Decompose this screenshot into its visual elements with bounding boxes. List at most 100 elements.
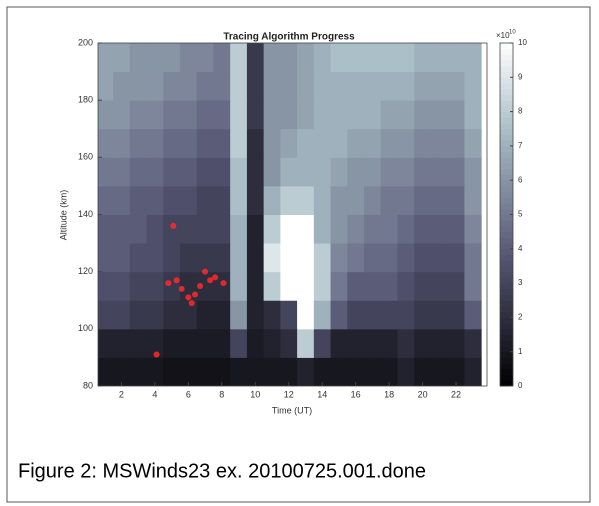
heatmap-cell — [263, 71, 281, 101]
heatmap-cell — [246, 185, 265, 215]
heatmap-cell — [163, 71, 181, 101]
heatmap-cell — [297, 71, 315, 101]
heatmap-cell — [163, 300, 181, 330]
heatmap-cell — [246, 271, 265, 301]
heatmap-cell — [347, 328, 365, 358]
colorbar-step — [500, 60, 513, 67]
heatmap-cell — [313, 214, 332, 244]
heatmap-cell — [213, 100, 231, 130]
heatmap-cell — [414, 71, 432, 101]
heatmap-cell — [347, 185, 365, 215]
heatmap — [98, 43, 482, 386]
heatmap-cell — [129, 71, 148, 101]
colorbar-step — [500, 88, 513, 95]
colorbar-step — [500, 185, 513, 193]
colorbar-step — [500, 248, 513, 256]
heatmap-cell — [213, 185, 231, 215]
colorbar-step — [500, 54, 513, 61]
colorbar-step — [500, 100, 513, 107]
heatmap-cell — [430, 328, 449, 358]
y-tick-label: 180 — [78, 95, 93, 105]
heatmap-cell — [430, 100, 449, 130]
heatmap-cell — [464, 157, 482, 187]
heatmap-cell — [230, 214, 248, 244]
heatmap-cell — [129, 243, 148, 273]
colorbar-step — [500, 260, 513, 267]
colorbar-tick-label: 7 — [518, 141, 523, 150]
heatmap-cell — [414, 271, 432, 301]
heatmap-cell — [414, 243, 432, 273]
heatmap-cell — [179, 185, 198, 215]
heatmap-cell — [297, 43, 315, 73]
heatmap-cell — [230, 243, 248, 273]
heatmap-cell — [213, 71, 231, 101]
heatmap-cell — [263, 300, 281, 330]
trace-point — [173, 277, 180, 284]
heatmap-cell — [414, 300, 432, 330]
y-tick-label: 140 — [78, 209, 93, 219]
heatmap-cell — [129, 300, 148, 330]
colorbar-step — [500, 157, 513, 164]
heatmap-cell — [464, 128, 482, 158]
heatmap-cell — [397, 185, 415, 215]
heatmap-cell — [347, 100, 365, 130]
heatmap-cell — [179, 71, 198, 101]
colorbar-step — [500, 168, 513, 175]
heatmap-cell — [113, 100, 131, 130]
heatmap-cell — [246, 157, 265, 187]
heatmap-cell — [113, 157, 131, 187]
heatmap-cell — [129, 100, 148, 130]
heatmap-cell — [146, 271, 164, 301]
colorbar-step — [500, 191, 513, 198]
heatmap-cell — [464, 328, 482, 358]
heatmap-cell — [213, 157, 231, 187]
trace-point — [220, 280, 227, 287]
colorbar-step — [500, 123, 513, 130]
heatmap-cell — [113, 43, 131, 73]
heatmap-cell — [330, 71, 348, 101]
colorbar-step — [500, 77, 513, 84]
trace-point — [188, 300, 195, 307]
heatmap-cell — [313, 71, 332, 101]
heatmap-cell — [230, 328, 248, 358]
heatmap-cell — [163, 243, 181, 273]
x-tick-label: 18 — [384, 389, 394, 399]
heatmap-cell — [330, 271, 348, 301]
heatmap-cell — [246, 328, 265, 358]
heatmap-cell — [230, 100, 248, 130]
heatmap-cell — [380, 185, 398, 215]
heatmap-cell — [430, 128, 449, 158]
heatmap-cell — [297, 214, 315, 244]
heatmap-cell — [113, 243, 131, 273]
heatmap-cell — [213, 43, 231, 73]
heatmap-cell — [263, 100, 281, 130]
heatmap-cell — [313, 100, 332, 130]
heatmap-cell — [464, 185, 482, 215]
heatmap-cell — [179, 357, 198, 386]
colorbar-tick-label: 9 — [518, 72, 523, 81]
heatmap-cell — [163, 128, 181, 158]
heatmap-cell — [297, 357, 315, 386]
heatmap-cell — [98, 243, 114, 273]
heatmap-cell — [414, 157, 432, 187]
heatmap-cell — [280, 328, 298, 358]
heatmap-cell — [397, 214, 415, 244]
heatmap-cell — [347, 128, 365, 158]
heatmap-cell — [280, 185, 298, 215]
heatmap-cell — [330, 43, 348, 73]
heatmap-cell — [129, 128, 148, 158]
heatmap-cell — [380, 243, 398, 273]
heatmap-cell — [246, 357, 265, 386]
heatmap-cell — [163, 328, 181, 358]
heatmap-cell — [98, 300, 114, 330]
x-tick-label: 12 — [284, 389, 294, 399]
colorbar-step — [500, 43, 513, 50]
heatmap-cell — [280, 271, 298, 301]
colorbar-tick-label: 3 — [518, 278, 523, 287]
heatmap-cell — [280, 300, 298, 330]
heatmap-cell — [397, 71, 415, 101]
heatmap-cell — [263, 185, 281, 215]
colorbar-step — [500, 374, 513, 381]
heatmap-cell — [146, 185, 164, 215]
